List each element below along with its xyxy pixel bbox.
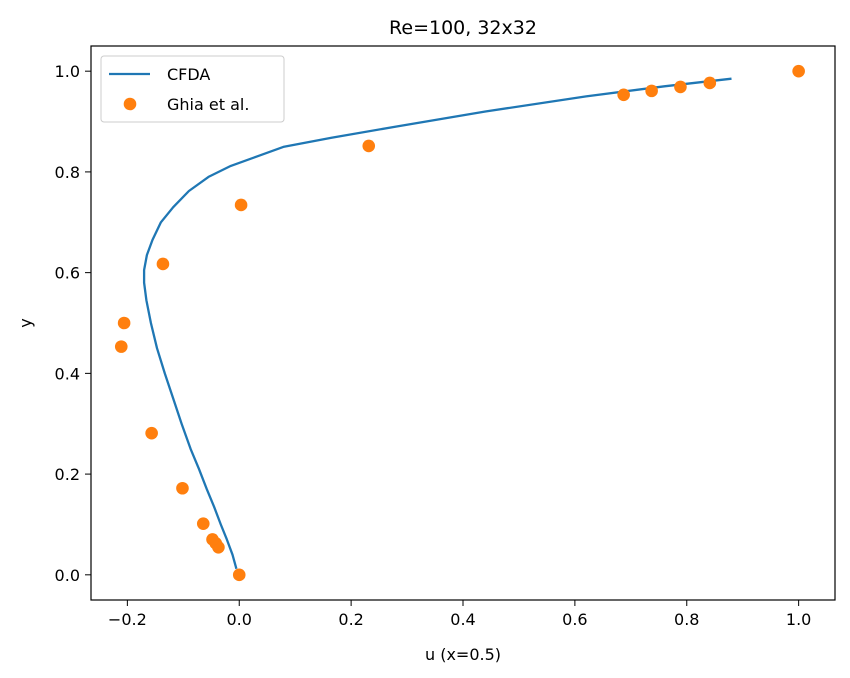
data-point bbox=[206, 533, 219, 546]
data-point bbox=[232, 568, 246, 582]
data-point bbox=[114, 340, 128, 353]
legend: CFDA Ghia et al. bbox=[100, 55, 285, 123]
y-tick-label: 1.0 bbox=[55, 62, 80, 81]
data-point bbox=[145, 426, 158, 440]
y-axis: 0.0 0.2 0.4 0.6 0.8 1.0 bbox=[55, 62, 91, 585]
series-line-0 bbox=[142, 77, 732, 570]
legend-label-cfda: CFDA bbox=[167, 65, 210, 84]
x-axis-label: u (x=0.5) bbox=[425, 645, 501, 664]
y-axis-label: y bbox=[16, 318, 35, 327]
x-tick-label: 0.8 bbox=[674, 610, 699, 629]
y-tick-label: 0.0 bbox=[55, 566, 80, 585]
data-point bbox=[645, 84, 658, 98]
y-tick-label: 0.8 bbox=[55, 163, 80, 182]
data-point bbox=[362, 139, 376, 153]
y-tick-label: 0.2 bbox=[55, 465, 80, 484]
y-tick-label: 0.6 bbox=[55, 264, 80, 283]
data-point bbox=[703, 76, 717, 90]
x-tick-label: 0.0 bbox=[227, 610, 252, 629]
x-tick-label: 0.4 bbox=[450, 610, 475, 629]
x-axis: −0.2 0.0 0.2 0.4 0.6 0.8 1.0 bbox=[108, 600, 811, 629]
x-tick-label: 0.6 bbox=[562, 610, 587, 629]
x-tick-label: −0.2 bbox=[108, 610, 147, 629]
data-point bbox=[234, 198, 248, 212]
data-point bbox=[617, 88, 630, 102]
data-point bbox=[156, 257, 170, 271]
x-tick-label: 1.0 bbox=[786, 610, 811, 629]
legend-marker-swatch bbox=[123, 97, 137, 111]
chart-title: Re=100, 32x32 bbox=[389, 17, 537, 39]
legend-box bbox=[100, 55, 285, 123]
data-point bbox=[674, 80, 687, 94]
legend-label-ghia: Ghia et al. bbox=[167, 95, 249, 114]
y-tick-label: 0.4 bbox=[55, 364, 80, 383]
data-point bbox=[196, 517, 210, 530]
data-point bbox=[117, 316, 131, 330]
data-point bbox=[176, 481, 189, 495]
x-tick-label: 0.2 bbox=[338, 610, 363, 629]
plot-area bbox=[114, 64, 805, 582]
data-point bbox=[792, 64, 805, 78]
